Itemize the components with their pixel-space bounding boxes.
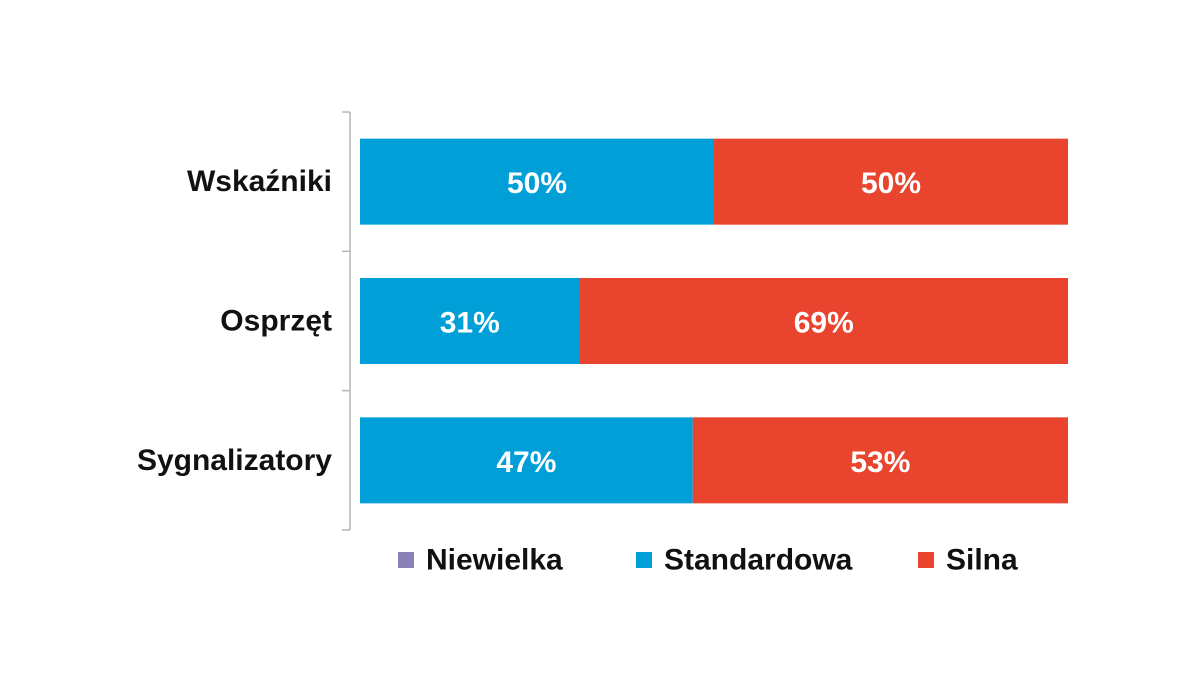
bar-data-label: 50% [507, 167, 567, 200]
bar-segment [360, 417, 693, 504]
legend: Niewielka Standardowa Silna [398, 544, 1018, 577]
category-labels: Wskaźniki Osprzęt Sygnalizatory [137, 165, 332, 477]
category-label: Wskaźniki [187, 165, 332, 198]
bar-segment [714, 138, 1068, 225]
bar-segment [360, 278, 580, 364]
legend-swatch [636, 552, 652, 568]
legend-swatch [918, 552, 934, 568]
bar-segment [360, 138, 714, 225]
bar-data-label: 31% [440, 307, 500, 340]
legend-label: Niewielka [426, 544, 563, 577]
bar-data-label: 50% [861, 167, 921, 200]
legend-label: Standardowa [664, 544, 853, 577]
bar-segment [579, 278, 1068, 364]
legend-label: Silna [946, 544, 1018, 577]
bar-data-label: 47% [496, 446, 556, 479]
legend-swatch [398, 552, 414, 568]
bar-data-label: 53% [850, 446, 910, 479]
bars: 50% 50% 31% 69% 47% 53% [360, 138, 1068, 504]
category-axis [342, 111, 351, 531]
bar-data-label: 69% [794, 307, 854, 340]
category-label: Osprzęt [220, 305, 332, 338]
category-label: Sygnalizatory [137, 444, 332, 477]
bar-segment [692, 417, 1068, 504]
